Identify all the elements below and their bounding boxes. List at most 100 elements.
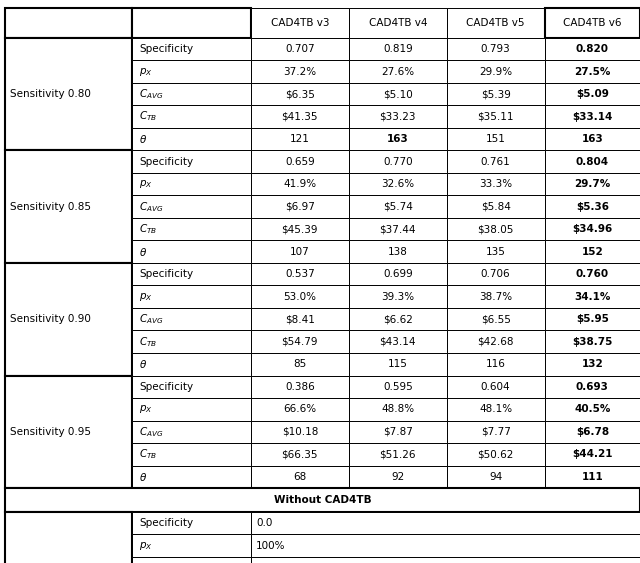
Text: Without CAD4TB: Without CAD4TB [274, 495, 371, 505]
Bar [447, 398, 545, 421]
Bar [251, 512, 640, 534]
Bar [447, 240, 545, 263]
Bar [251, 376, 349, 398]
Bar [349, 128, 447, 150]
Bar [132, 421, 251, 443]
Bar [5, 376, 132, 488]
Bar [132, 150, 251, 173]
Text: $6.35: $6.35 [285, 89, 315, 99]
Bar [545, 398, 640, 421]
Text: 27.5%: 27.5% [574, 66, 611, 77]
Bar [132, 173, 251, 195]
Bar [132, 398, 251, 421]
Text: $C_{AVG}$: $C_{AVG}$ [139, 561, 163, 563]
Text: $\theta$: $\theta$ [139, 245, 147, 258]
Text: 100%: 100% [256, 540, 285, 551]
Text: $5.36: $5.36 [576, 202, 609, 212]
Text: 27.6%: 27.6% [381, 66, 414, 77]
Bar [349, 285, 447, 308]
Text: 92: 92 [391, 472, 404, 482]
Bar [5, 512, 132, 563]
Text: $C_{AVG}$: $C_{AVG}$ [139, 87, 163, 101]
Bar [132, 376, 251, 398]
Bar [349, 398, 447, 421]
Text: Sensitivity 0.85: Sensitivity 0.85 [10, 202, 92, 212]
Text: $5.74: $5.74 [383, 202, 413, 212]
Bar [545, 330, 640, 353]
Text: $8.41: $8.41 [285, 314, 315, 324]
Bar [447, 150, 545, 173]
Bar [251, 330, 349, 353]
Text: $6.97: $6.97 [285, 202, 315, 212]
Bar [447, 353, 545, 376]
Text: 115: 115 [388, 359, 408, 369]
Text: 34.1%: 34.1% [574, 292, 611, 302]
Text: 0.537: 0.537 [285, 269, 315, 279]
Text: 135: 135 [486, 247, 506, 257]
Text: 121: 121 [290, 134, 310, 144]
Bar [447, 285, 545, 308]
Text: $6.55: $6.55 [481, 314, 511, 324]
Text: 68: 68 [293, 472, 307, 482]
Bar [447, 330, 545, 353]
Text: 48.8%: 48.8% [381, 404, 414, 414]
Bar [132, 38, 251, 60]
Bar [251, 308, 349, 330]
Bar [349, 443, 447, 466]
Text: 0.793: 0.793 [481, 44, 511, 54]
Text: $7.87: $7.87 [383, 427, 413, 437]
Bar [5, 263, 132, 376]
Text: $p_X$: $p_X$ [139, 403, 152, 415]
Bar [251, 398, 349, 421]
Bar [251, 150, 349, 173]
Text: 107: 107 [290, 247, 310, 257]
Text: 0.819: 0.819 [383, 44, 413, 54]
Bar [251, 285, 349, 308]
Text: 85: 85 [293, 359, 307, 369]
Bar [132, 330, 251, 353]
Text: 0.804: 0.804 [576, 157, 609, 167]
Bar [447, 83, 545, 105]
Text: 0.706: 0.706 [481, 269, 511, 279]
Text: Sensitivity 0.80: Sensitivity 0.80 [10, 89, 91, 99]
Bar [132, 195, 251, 218]
Text: $10.18: $10.18 [282, 427, 318, 437]
Bar [251, 263, 349, 285]
Text: 29.7%: 29.7% [574, 179, 611, 189]
Text: 53.0%: 53.0% [284, 292, 316, 302]
Bar [545, 38, 640, 60]
Text: $5.10: $5.10 [383, 89, 413, 99]
Text: 0.699: 0.699 [383, 269, 413, 279]
Text: $\theta$: $\theta$ [139, 133, 147, 145]
Bar [447, 128, 545, 150]
Bar [251, 173, 349, 195]
Text: $C_{AVG}$: $C_{AVG}$ [139, 425, 163, 439]
Bar [251, 38, 349, 60]
Text: 41.9%: 41.9% [284, 179, 316, 189]
Bar [447, 421, 545, 443]
Bar [447, 173, 545, 195]
Text: 163: 163 [387, 134, 408, 144]
Bar [349, 195, 447, 218]
Text: 39.3%: 39.3% [381, 292, 414, 302]
Bar [132, 308, 251, 330]
Text: $42.68: $42.68 [477, 337, 514, 347]
Bar [545, 195, 640, 218]
Bar [251, 466, 349, 488]
Bar [132, 8, 251, 38]
Bar [447, 195, 545, 218]
Bar [349, 376, 447, 398]
Bar [132, 466, 251, 488]
Text: 163: 163 [582, 134, 603, 144]
Text: $C_{TB}$: $C_{TB}$ [139, 335, 157, 348]
Text: 0.693: 0.693 [576, 382, 609, 392]
Bar [447, 263, 545, 285]
Bar [349, 8, 447, 38]
Text: $6.78: $6.78 [576, 427, 609, 437]
Text: $51.26: $51.26 [380, 449, 416, 459]
Text: $45.39: $45.39 [282, 224, 318, 234]
Bar [132, 353, 251, 376]
Bar [545, 421, 640, 443]
Text: $p_X$: $p_X$ [139, 291, 152, 303]
Text: 132: 132 [582, 359, 603, 369]
